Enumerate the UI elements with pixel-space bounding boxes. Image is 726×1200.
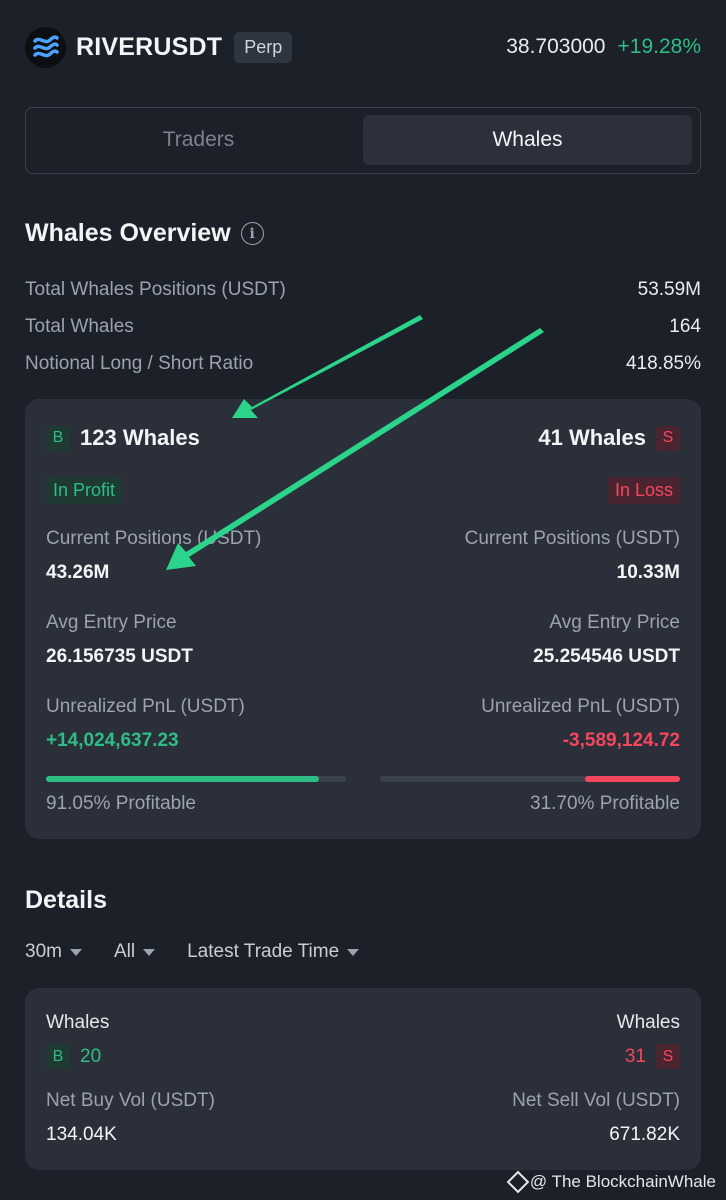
- side-filter-label: All: [113, 941, 136, 962]
- arrow-to-positions: [166, 328, 544, 570]
- sell-badge: S: [656, 1044, 680, 1069]
- chevron-down-icon: [347, 948, 360, 956]
- buy-whales-header: B 123 Whales: [46, 425, 200, 451]
- stat-value: 53.59M: [637, 279, 701, 300]
- sell-positions-label: Current Positions (USDT): [464, 528, 680, 549]
- binance-logo-icon: [506, 1170, 530, 1194]
- buy-entry-label: Avg Entry Price: [46, 612, 177, 633]
- sell-whale-count: 41 Whales: [538, 425, 646, 450]
- buy-profitable-text: 91.05% Profitable: [46, 793, 196, 814]
- interval-filter-label: 30m: [25, 941, 62, 962]
- stat-long-short-ratio: Notional Long / Short Ratio 418.85%: [25, 353, 701, 375]
- tab-bar: Traders Whales: [25, 107, 701, 174]
- overview-title-text: Whales Overview: [25, 219, 231, 247]
- watermark: @ The BlockchainWhale: [506, 1170, 716, 1194]
- last-price: 38.703000: [506, 35, 606, 58]
- info-icon[interactable]: i: [240, 222, 264, 245]
- stat-label: Total Whales: [25, 316, 134, 337]
- stat-total-positions: Total Whales Positions (USDT) 53.59M: [25, 279, 701, 301]
- stat-label: Total Whales Positions (USDT): [25, 279, 286, 300]
- details-filters: 30m All Latest Trade Time: [25, 941, 391, 963]
- interval-filter[interactable]: 30m: [25, 941, 82, 963]
- buy-badge: B: [46, 1044, 70, 1069]
- net-buy-vol-label: Net Buy Vol (USDT): [46, 1090, 215, 1111]
- buy-whale-count: 123 Whales: [80, 425, 200, 450]
- buy-badge: B: [46, 425, 70, 451]
- sell-profitable-bar: [380, 776, 680, 782]
- stat-value: 418.85%: [625, 353, 701, 374]
- chevron-down-icon: [143, 948, 156, 956]
- details-sell-count: 31 S: [625, 1044, 680, 1069]
- river-logo-icon: [25, 26, 66, 68]
- in-profit-tag: In Profit: [46, 477, 123, 504]
- price-change: +19.28%: [617, 35, 702, 58]
- details-title: Details: [25, 886, 107, 915]
- sort-filter[interactable]: Latest Trade Time: [187, 941, 360, 963]
- sell-count-value: 31: [624, 1045, 646, 1067]
- buy-profitable-bar: [46, 776, 346, 782]
- sell-pnl-label: Unrealized PnL (USDT): [481, 696, 680, 717]
- net-sell-vol-label: Net Sell Vol (USDT): [512, 1090, 680, 1111]
- chevron-down-icon: [69, 948, 82, 956]
- sort-filter-label: Latest Trade Time: [187, 941, 340, 962]
- buy-count-value: 20: [80, 1045, 102, 1067]
- net-sell-vol-value: 671.82K: [609, 1124, 680, 1145]
- buy-positions-value: 43.26M: [46, 562, 110, 583]
- in-loss-tag: In Loss: [607, 477, 680, 504]
- price-info: 38.703000 +19.28%: [506, 35, 701, 59]
- header: RIVERUSDT Perp 38.703000 +19.28%: [25, 26, 701, 68]
- sell-badge: S: [656, 425, 680, 451]
- side-filter[interactable]: All: [113, 941, 156, 963]
- symbol-name[interactable]: RIVERUSDT: [76, 32, 223, 61]
- details-title-text: Details: [25, 886, 107, 914]
- buy-profitable-fill: [46, 776, 320, 782]
- tab-whales[interactable]: Whales: [363, 115, 692, 165]
- net-buy-vol-value: 134.04K: [46, 1124, 117, 1145]
- whales-overview-title: Whales Overview i: [25, 219, 264, 248]
- details-buy-count: B 20: [46, 1044, 101, 1069]
- sell-entry-label: Avg Entry Price: [549, 612, 680, 633]
- sell-profitable-text: 31.70% Profitable: [530, 793, 680, 814]
- buy-entry-value: 26.156735 USDT: [46, 646, 193, 667]
- whales-summary-card: B 123 Whales 41 Whales S In Profit In Lo…: [25, 399, 701, 839]
- sell-whales-header: 41 Whales S: [538, 425, 680, 451]
- sell-profitable-fill: [584, 776, 680, 782]
- watermark-text: @ The BlockchainWhale: [529, 1172, 716, 1191]
- details-left-label: Whales: [46, 1012, 110, 1033]
- tab-traders[interactable]: Traders: [162, 128, 235, 151]
- stat-label: Notional Long / Short Ratio: [25, 353, 254, 374]
- buy-pnl-label: Unrealized PnL (USDT): [46, 696, 245, 717]
- buy-pnl-value: +14,024,637.23: [46, 730, 179, 751]
- stat-value: 164: [669, 316, 701, 337]
- sell-pnl-value: -3,589,124.72: [562, 730, 680, 751]
- stat-total-whales: Total Whales 164: [25, 316, 701, 338]
- contract-type-tag: Perp: [234, 31, 293, 63]
- sell-entry-value: 25.254546 USDT: [533, 646, 680, 667]
- details-right-label: Whales: [616, 1012, 680, 1033]
- arrow-to-whale-count: [232, 315, 423, 418]
- sell-positions-value: 10.33M: [616, 562, 680, 583]
- details-card: Whales Whales B 20 31 S Net Buy Vol (USD…: [25, 988, 701, 1170]
